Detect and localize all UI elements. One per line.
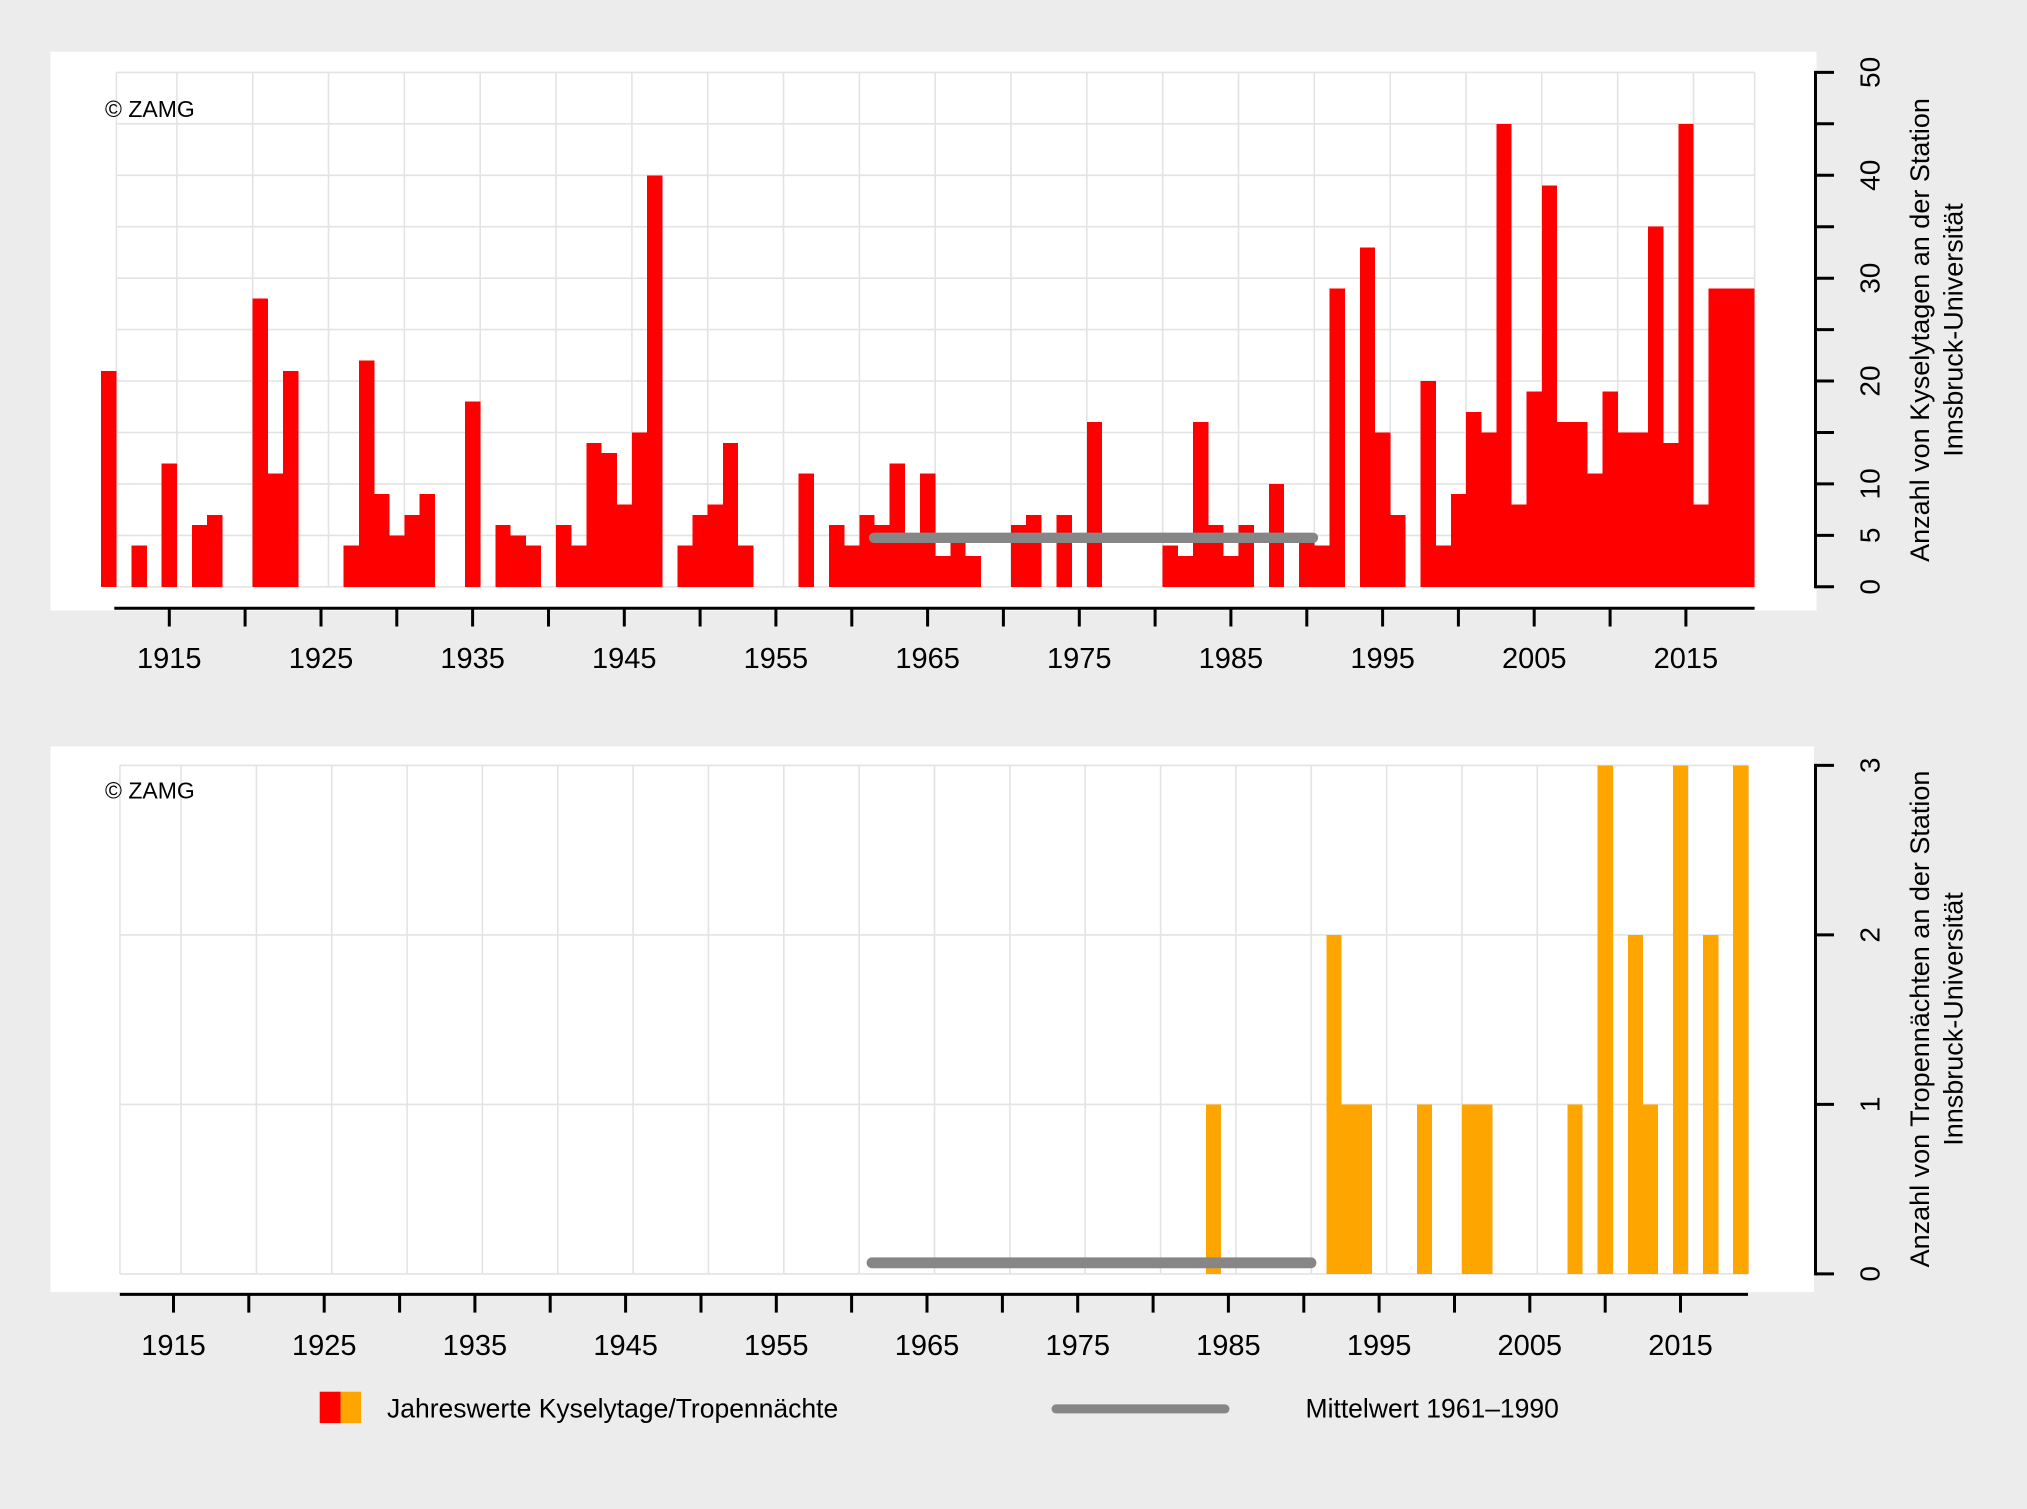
svg-text:1985: 1985 bbox=[1199, 643, 1264, 675]
svg-text:5: 5 bbox=[1855, 528, 1886, 544]
svg-text:© ZAMG: © ZAMG bbox=[105, 96, 195, 122]
svg-text:Anzahl von Tropennächten an de: Anzahl von Tropennächten an der Station bbox=[1905, 771, 1935, 1268]
svg-text:50: 50 bbox=[1855, 57, 1886, 88]
svg-text:1965: 1965 bbox=[895, 643, 960, 675]
svg-text:0: 0 bbox=[1855, 1266, 1886, 1282]
svg-text:1925: 1925 bbox=[292, 1330, 357, 1362]
svg-text:1945: 1945 bbox=[592, 643, 657, 675]
svg-text:1955: 1955 bbox=[744, 1330, 809, 1362]
svg-text:2015: 2015 bbox=[1648, 1330, 1713, 1362]
svg-text:1975: 1975 bbox=[1047, 643, 1112, 675]
svg-text:2005: 2005 bbox=[1498, 1330, 1563, 1362]
svg-text:10: 10 bbox=[1855, 468, 1886, 499]
svg-text:1935: 1935 bbox=[440, 643, 505, 675]
svg-text:20: 20 bbox=[1855, 365, 1886, 396]
svg-text:2015: 2015 bbox=[1654, 643, 1719, 675]
svg-text:1915: 1915 bbox=[137, 643, 202, 675]
svg-text:1915: 1915 bbox=[141, 1330, 206, 1362]
svg-text:1935: 1935 bbox=[443, 1330, 508, 1362]
svg-text:© ZAMG: © ZAMG bbox=[105, 778, 195, 804]
svg-text:Mittelwert 1961–1990: Mittelwert 1961–1990 bbox=[1306, 1394, 1559, 1424]
svg-text:1955: 1955 bbox=[744, 643, 809, 675]
svg-text:Innsbruck-Universität: Innsbruck-Universität bbox=[1939, 203, 1969, 457]
svg-text:1925: 1925 bbox=[289, 643, 354, 675]
svg-text:Jahreswerte Kyselytage/Tropenn: Jahreswerte Kyselytage/Tropennächte bbox=[387, 1394, 838, 1424]
svg-text:Innsbruck-Universität: Innsbruck-Universität bbox=[1939, 892, 1969, 1146]
svg-text:0: 0 bbox=[1855, 579, 1886, 595]
svg-text:1945: 1945 bbox=[593, 1330, 658, 1362]
svg-text:1995: 1995 bbox=[1350, 643, 1415, 675]
svg-text:1975: 1975 bbox=[1045, 1330, 1110, 1362]
svg-text:40: 40 bbox=[1855, 160, 1886, 191]
svg-text:2: 2 bbox=[1855, 927, 1886, 943]
svg-text:1: 1 bbox=[1855, 1097, 1886, 1113]
svg-text:3: 3 bbox=[1855, 758, 1886, 774]
svg-text:1995: 1995 bbox=[1347, 1330, 1412, 1362]
svg-text:1965: 1965 bbox=[895, 1330, 960, 1362]
svg-text:2005: 2005 bbox=[1502, 643, 1567, 675]
svg-text:1985: 1985 bbox=[1196, 1330, 1261, 1362]
svg-text:30: 30 bbox=[1855, 263, 1886, 294]
svg-text:Anzahl von Kyselytagen an der: Anzahl von Kyselytagen an der Station bbox=[1905, 98, 1935, 562]
